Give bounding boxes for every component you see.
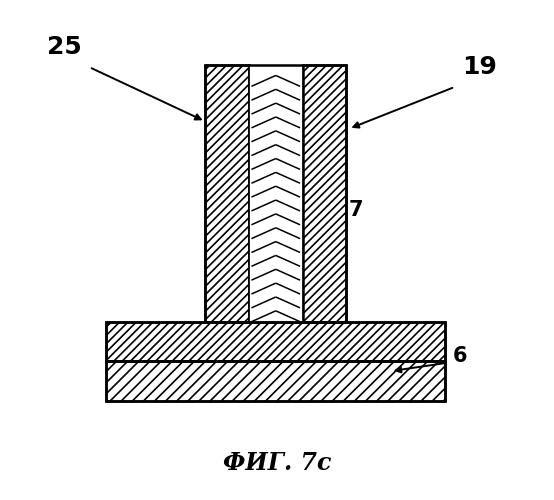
Bar	[302, 64, 346, 322]
Text: ФИГ. 7c: ФИГ. 7c	[223, 450, 331, 474]
Bar	[206, 64, 346, 322]
Bar	[249, 64, 302, 322]
Bar	[106, 322, 445, 361]
Bar	[206, 64, 249, 322]
Text: 6: 6	[453, 346, 467, 366]
Bar	[106, 322, 445, 361]
Bar	[106, 361, 445, 401]
Text: 19: 19	[462, 55, 497, 79]
Text: 25: 25	[47, 36, 82, 60]
Text: 7: 7	[349, 200, 363, 220]
Bar	[106, 361, 445, 401]
